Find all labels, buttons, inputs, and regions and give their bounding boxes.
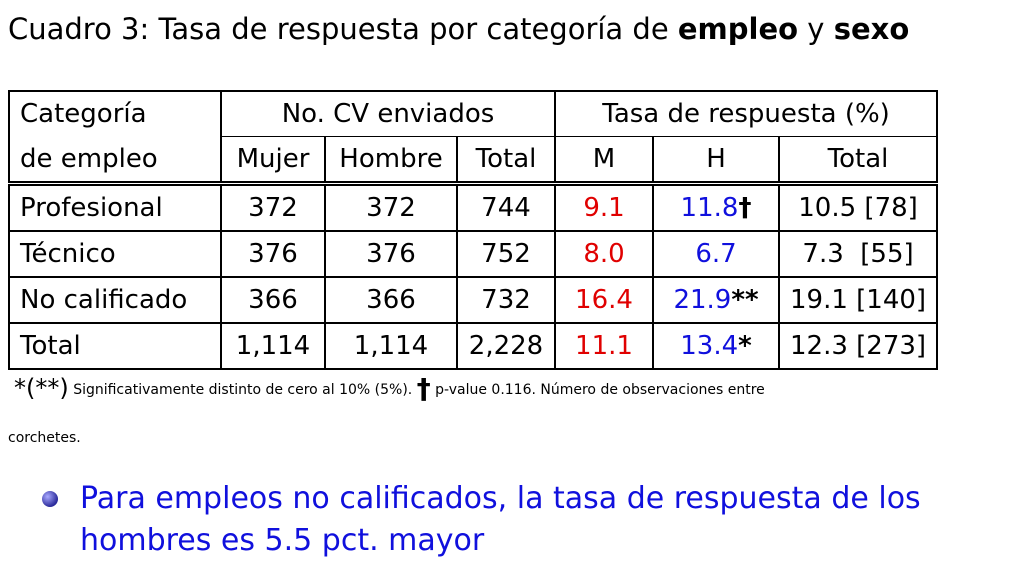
- rate-h-value: 21.9: [673, 285, 732, 315]
- cell-rate-total: 7.3 [55]: [777, 230, 939, 277]
- cell-rate-m: 11.1: [554, 322, 654, 370]
- rate-h-value: 6.7: [695, 239, 737, 269]
- slide-title: Cuadro 3: Tasa de respuesta por categorí…: [8, 12, 909, 46]
- title-prefix: Cuadro 3: Tasa de respuesta por categorí…: [8, 12, 669, 46]
- header-category-2: de empleo: [8, 136, 222, 184]
- cell-rate-m: 9.1: [554, 181, 654, 231]
- row-category: Total: [8, 322, 222, 370]
- cell-hombre: 1,114: [324, 322, 458, 370]
- cell-rate-m: 8.0: [554, 230, 654, 277]
- cell-total: 752: [456, 230, 556, 277]
- cell-total: 2,228: [456, 322, 556, 370]
- header-hombre: Hombre: [324, 136, 458, 184]
- header-row-1: Categoría No. CV enviados Tasa de respue…: [8, 90, 939, 137]
- row-category: No calificado: [8, 276, 222, 323]
- cell-rate-total: 19.1 [140]: [777, 276, 939, 323]
- header-row-2: de empleo Mujer Hombre Total M H Total: [8, 136, 939, 184]
- footnote-text-1: Significativamente distinto de cero al 1…: [73, 382, 413, 398]
- footnote-text-2: p-value 0.116. Número de observaciones e…: [435, 382, 765, 398]
- table-row: Total 1,114 1,114 2,228 11.1 13.4* 12.3 …: [8, 322, 939, 370]
- header-tasa-total: Total: [777, 136, 939, 184]
- header-category: Categoría: [8, 90, 222, 137]
- row-category: Técnico: [8, 230, 222, 277]
- cell-total: 732: [456, 276, 556, 323]
- bullet-dot-icon: [42, 491, 58, 507]
- cell-rate-h: 13.4*: [652, 322, 780, 370]
- cell-rate-total: 12.3 [273]: [777, 322, 939, 370]
- bullet-text: Para empleos no calificados, la tasa de …: [80, 481, 921, 558]
- cell-rate-m: 16.4: [554, 276, 654, 323]
- rate-h-value: 11.8: [680, 193, 739, 223]
- header-cv-sent: No. CV enviados: [220, 90, 556, 137]
- header-mujer: Mujer: [220, 136, 326, 184]
- rate-h-value: 13.4: [680, 331, 739, 361]
- table-row: Técnico 376 376 752 8.0 6.7 7.3 [55]: [8, 230, 939, 277]
- cell-mujer: 1,114: [220, 322, 326, 370]
- table-footnote: *(**) Significativamente distinto de cer…: [14, 372, 765, 405]
- row-category: Profesional: [8, 181, 222, 231]
- cell-hombre: 366: [324, 276, 458, 323]
- cell-hombre: 376: [324, 230, 458, 277]
- cell-rate-h: 21.9**: [652, 276, 780, 323]
- significance-mark: *: [738, 331, 752, 361]
- cell-rate-total: 10.5 [78]: [777, 181, 939, 231]
- title-bold-sexo: sexo: [833, 12, 910, 46]
- cell-rate-h: 11.8†: [652, 181, 780, 231]
- footnote-star: *: [14, 374, 26, 402]
- footnote-text-3: corchetes.: [8, 430, 81, 446]
- cell-rate-h: 6.7: [652, 230, 780, 277]
- footnote-dagger: †: [416, 372, 431, 405]
- title-bold-empleo: empleo: [677, 12, 799, 46]
- cell-mujer: 366: [220, 276, 326, 323]
- footnote-double-star: (**): [26, 374, 69, 402]
- header-response-rate: Tasa de respuesta (%): [553, 90, 939, 137]
- title-mid: y: [807, 12, 825, 46]
- cell-hombre: 372: [324, 181, 458, 231]
- cell-total: 744: [456, 181, 556, 231]
- table-row: Profesional 372 372 744 9.1 11.8† 10.5 […: [8, 181, 939, 231]
- response-rate-table: Categoría No. CV enviados Tasa de respue…: [8, 90, 939, 370]
- significance-mark: †: [738, 193, 752, 223]
- significance-mark: **: [731, 285, 759, 315]
- header-m: M: [554, 136, 654, 184]
- bullet-point: Para empleos no calificados, la tasa de …: [40, 478, 980, 562]
- cell-mujer: 372: [220, 181, 326, 231]
- table-row: No calificado 366 366 732 16.4 21.9** 19…: [8, 276, 939, 323]
- header-h: H: [652, 136, 780, 184]
- header-total: Total: [456, 136, 556, 184]
- cell-mujer: 376: [220, 230, 326, 277]
